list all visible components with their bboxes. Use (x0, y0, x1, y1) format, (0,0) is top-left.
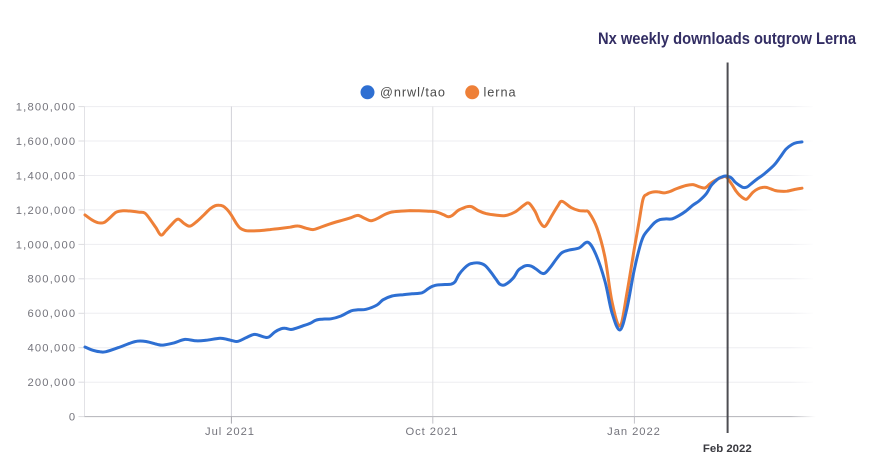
svg-text:Oct 2021: Oct 2021 (405, 426, 458, 438)
svg-text:Jan 2022: Jan 2022 (607, 426, 661, 438)
svg-text:Nx weekly downloads outgrow Le: Nx weekly downloads outgrow Lerna (598, 29, 857, 48)
svg-text:600,000: 600,000 (27, 308, 76, 320)
svg-text:1,200,000: 1,200,000 (16, 205, 77, 217)
svg-text:0: 0 (69, 412, 76, 424)
svg-text:Jul 2021: Jul 2021 (205, 426, 255, 438)
svg-text:Feb 2022: Feb 2022 (703, 443, 752, 455)
svg-text:1,600,000: 1,600,000 (16, 136, 77, 148)
svg-text:1,400,000: 1,400,000 (16, 170, 77, 182)
svg-text:400,000: 400,000 (27, 343, 76, 355)
svg-text:@nrwl/tao: @nrwl/tao (380, 86, 446, 100)
svg-text:1,000,000: 1,000,000 (16, 239, 77, 251)
svg-text:200,000: 200,000 (27, 377, 76, 389)
svg-text:lerna: lerna (484, 86, 517, 100)
svg-text:1,800,000: 1,800,000 (16, 102, 77, 114)
svg-text:800,000: 800,000 (27, 274, 76, 286)
